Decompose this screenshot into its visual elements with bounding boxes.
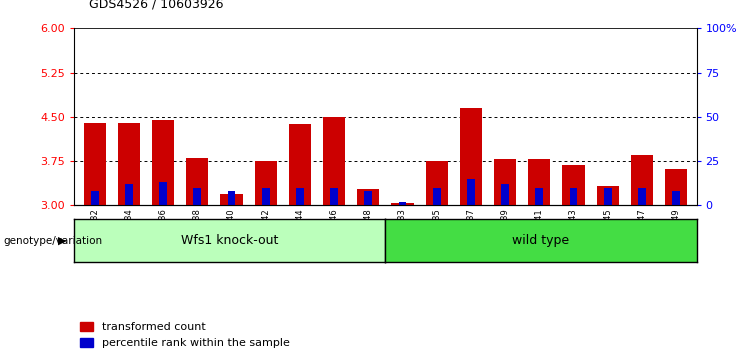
Bar (227, 191, 236, 205)
Bar (665, 169, 687, 205)
Text: wild type: wild type (512, 234, 570, 247)
Bar (84, 123, 106, 205)
Bar (631, 155, 653, 205)
Bar (570, 188, 577, 205)
Bar (535, 188, 543, 205)
Bar (186, 158, 208, 205)
Bar (323, 117, 345, 205)
Bar (118, 123, 140, 205)
Bar (467, 179, 475, 205)
Bar (391, 203, 413, 205)
Bar (528, 159, 551, 205)
Bar (159, 182, 167, 205)
Bar (399, 202, 406, 205)
Bar (193, 188, 201, 205)
Bar (597, 187, 619, 205)
Bar (220, 194, 242, 205)
Bar (296, 188, 304, 205)
Text: GDS4526 / 10603926: GDS4526 / 10603926 (89, 0, 224, 11)
Bar (604, 188, 611, 205)
Bar (433, 188, 440, 205)
Bar (562, 165, 585, 205)
Bar (638, 188, 645, 205)
Legend: transformed count, percentile rank within the sample: transformed count, percentile rank withi… (79, 322, 290, 348)
Bar (90, 191, 99, 205)
Bar (254, 161, 276, 205)
Bar (494, 159, 516, 205)
Bar (262, 188, 270, 205)
Bar (425, 161, 448, 205)
Bar (501, 184, 509, 205)
Bar (365, 191, 372, 205)
Bar (459, 108, 482, 205)
Bar (152, 120, 174, 205)
Bar (125, 184, 133, 205)
Bar (330, 188, 338, 205)
Bar (672, 191, 680, 205)
Text: Wfs1 knock-out: Wfs1 knock-out (181, 234, 279, 247)
Text: ▶: ▶ (59, 236, 67, 246)
Bar (289, 124, 311, 205)
Bar (357, 189, 379, 205)
Text: genotype/variation: genotype/variation (4, 236, 103, 246)
